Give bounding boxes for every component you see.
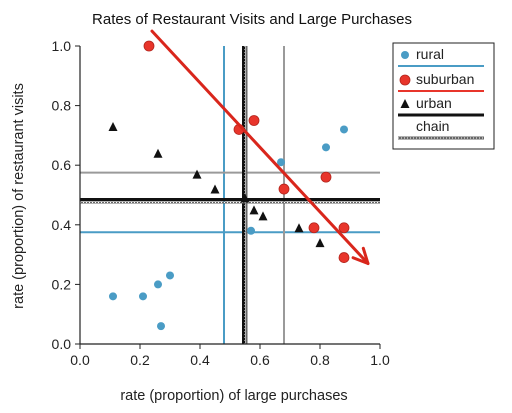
legend-label-rural: rural xyxy=(416,46,444,62)
suburban-point-5 xyxy=(320,171,332,183)
x-axis-label: rate (proportion) of large purchases xyxy=(120,388,347,404)
suburban-point-6 xyxy=(338,222,350,234)
x-tick-label-5: 1.0 xyxy=(370,352,390,368)
x-tick-label-4: 0.8 xyxy=(310,352,330,368)
x-tick-label-1: 0.2 xyxy=(130,352,150,368)
urban-point-0 xyxy=(108,121,118,131)
legend-box xyxy=(392,42,495,150)
rural-point-2 xyxy=(154,280,162,289)
urban-point-4 xyxy=(240,193,250,203)
legend-label-urban: urban xyxy=(416,95,452,111)
urban-point-2 xyxy=(192,169,202,179)
legend-marker-urban xyxy=(400,99,410,108)
x-tick-label-0: 0.0 xyxy=(70,352,90,368)
data-points xyxy=(108,40,350,331)
suburban-point-2 xyxy=(248,115,260,126)
urban-point-8 xyxy=(315,238,325,248)
plot-background xyxy=(80,46,380,344)
rural-point-3 xyxy=(157,322,165,331)
rural-point-5 xyxy=(247,226,255,235)
rural-point-8 xyxy=(340,125,348,134)
suburban-point-7 xyxy=(338,252,350,263)
x-tick-label-2: 0.4 xyxy=(190,352,210,368)
urban-point-3 xyxy=(210,184,220,194)
rural-point-4 xyxy=(166,271,174,280)
rural-point-7 xyxy=(322,143,330,152)
y-axis-label: rate (proportion) of restaurant visits xyxy=(11,83,27,309)
y-tick-label-5: 1.0 xyxy=(52,38,72,54)
y-tick-label-3: 0.6 xyxy=(52,157,72,173)
chart-title: Rates of Restaurant Visits and Large Pur… xyxy=(92,11,412,28)
rural-point-6 xyxy=(277,158,285,167)
y-tick-label-0: 0.0 xyxy=(52,336,72,352)
y-tick-label-4: 0.8 xyxy=(52,98,72,114)
rural-point-1 xyxy=(139,292,147,301)
reference-lines xyxy=(80,46,380,344)
suburban-point-4 xyxy=(308,222,320,234)
legend: rural suburban urban chain xyxy=(392,42,495,150)
y-tick-label-1: 0.2 xyxy=(52,276,72,292)
legend-marker-suburban xyxy=(399,74,411,86)
rural-point-0 xyxy=(109,292,117,301)
axes: 0.0 0.2 0.4 0.6 0.8 1.0 0.0 0.2 0.4 0.6 0.8 1.0 xyxy=(52,38,390,368)
urban-point-6 xyxy=(258,211,268,221)
legend-label-chain: chain xyxy=(416,118,449,134)
trend-arrow-head xyxy=(351,246,370,266)
y-tick-label-2: 0.4 xyxy=(52,217,72,233)
suburban-point-0 xyxy=(143,40,155,52)
urban-point-7 xyxy=(294,223,304,233)
legend-marker-rural xyxy=(401,51,409,59)
legend-label-suburban: suburban xyxy=(416,71,474,87)
urban-point-5 xyxy=(249,205,259,215)
x-tick-label-3: 0.6 xyxy=(250,352,270,368)
suburban-point-3 xyxy=(278,183,290,195)
urban-point-1 xyxy=(153,148,163,158)
trend-arrow xyxy=(150,29,370,266)
trend-arrow-shaft xyxy=(150,29,370,266)
plot-area xyxy=(80,46,380,344)
